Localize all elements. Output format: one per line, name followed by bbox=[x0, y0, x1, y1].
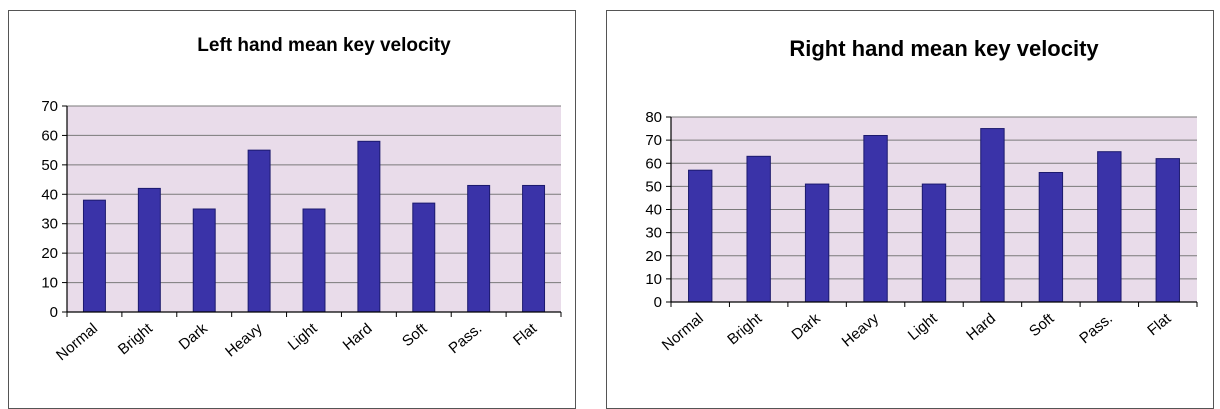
left-hand-chart-panel: Left hand mean key velocity 0 10 20 30 40 50 60… bbox=[8, 10, 576, 409]
left-category-label: Normal bbox=[53, 320, 101, 364]
right-category-label: Flat bbox=[1144, 310, 1175, 340]
left-bar-soft bbox=[412, 202, 436, 313]
left-y-tick-label: 30 bbox=[41, 216, 58, 233]
left-category-label: Bright bbox=[115, 320, 157, 359]
right-bar-heavy bbox=[863, 135, 888, 303]
left-y-tick-label: 50 bbox=[41, 157, 58, 174]
left-y-tick-label: 70 bbox=[41, 98, 58, 115]
right-category-label: Pass. bbox=[1076, 310, 1116, 347]
right-hand-chart: Right hand mean key velocity 0 10 20 30 40 50 6… bbox=[645, 36, 1198, 354]
right-bar-light bbox=[921, 183, 947, 303]
right-bar-bright bbox=[746, 155, 771, 303]
right-category-label: Dark bbox=[788, 310, 824, 344]
left-y-tick-label: 60 bbox=[41, 127, 58, 144]
left-bar-flat bbox=[522, 184, 546, 313]
left-category-label: Dark bbox=[176, 320, 212, 354]
right-y-tick-label: 20 bbox=[645, 248, 662, 265]
right-bar-flat bbox=[1155, 158, 1180, 303]
left-category-label: Flat bbox=[510, 320, 541, 350]
right-y-tick-label: 80 bbox=[645, 109, 662, 126]
left-category-label: Soft bbox=[399, 320, 431, 351]
right-bar-pass bbox=[1097, 151, 1122, 303]
left-bar-pass bbox=[467, 184, 491, 313]
left-bar-dark bbox=[192, 208, 216, 313]
left-y-tick-label: 20 bbox=[41, 245, 58, 262]
right-y-tick-label: 50 bbox=[645, 178, 662, 195]
right-category-label: Soft bbox=[1026, 310, 1058, 341]
left-bar-light bbox=[302, 208, 326, 313]
left-category-label: Light bbox=[285, 320, 321, 354]
right-y-tick-label: 60 bbox=[645, 155, 662, 172]
right-y-tick-label: 70 bbox=[645, 132, 662, 149]
left-bar-normal bbox=[82, 199, 106, 313]
right-y-tick-label: 30 bbox=[645, 225, 662, 242]
left-chart-title: Left hand mean key velocity bbox=[197, 35, 451, 56]
right-category-label: Hard bbox=[963, 310, 999, 344]
left-y-tick-label: 0 bbox=[50, 304, 58, 321]
left-bar-heavy bbox=[247, 149, 271, 313]
right-category-label: Bright bbox=[724, 310, 766, 349]
right-category-label: Heavy bbox=[839, 310, 883, 351]
right-y-tick-label: 0 bbox=[654, 294, 662, 311]
left-category-label: Pass. bbox=[446, 320, 486, 357]
right-hand-chart-panel: Right hand mean key velocity 0 10 20 30 40 50 6… bbox=[606, 10, 1214, 409]
right-bar-dark bbox=[804, 183, 830, 303]
left-hand-chart: Left hand mean key velocity 0 10 20 30 40 50 60… bbox=[41, 35, 562, 364]
right-y-tick-label: 10 bbox=[645, 271, 662, 288]
right-bar-normal bbox=[688, 169, 713, 303]
left-y-tick-label: 10 bbox=[41, 275, 58, 292]
left-bar-hard bbox=[357, 140, 381, 313]
right-category-label: Light bbox=[905, 310, 941, 344]
right-y-tick-label: 40 bbox=[645, 202, 662, 219]
right-category-label: Normal bbox=[659, 310, 707, 354]
right-bar-hard bbox=[980, 128, 1005, 303]
right-chart-title: Right hand mean key velocity bbox=[789, 36, 1099, 61]
left-bar-bright bbox=[137, 187, 161, 313]
right-bar-soft bbox=[1038, 172, 1064, 303]
left-y-tick-label: 40 bbox=[41, 186, 58, 203]
left-category-label: Heavy bbox=[222, 320, 266, 361]
left-category-label: Hard bbox=[340, 320, 376, 354]
